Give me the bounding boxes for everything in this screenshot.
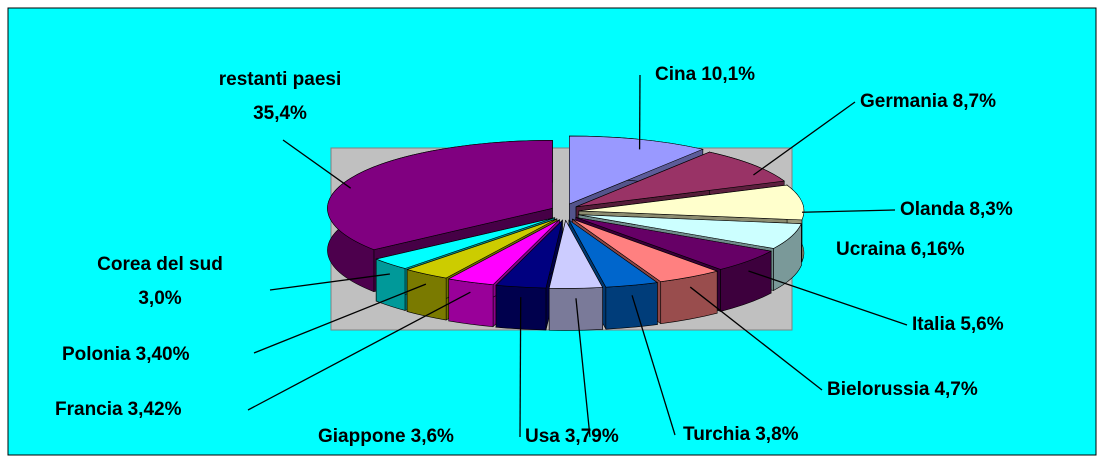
- slice: [568, 219, 659, 288]
- slice: [375, 217, 555, 269]
- label-name: Usa: [525, 426, 560, 447]
- slice: [406, 218, 557, 279]
- label-name: Turchia: [683, 424, 751, 445]
- slice: [495, 219, 563, 289]
- slice: [578, 184, 805, 221]
- leader-line: [631, 295, 676, 436]
- label-value: 10,1%: [701, 64, 755, 85]
- label-name: Germania: [860, 91, 948, 112]
- label-value: 3,79%: [565, 426, 619, 447]
- data-label: restanti paesi 35,4%: [219, 69, 342, 124]
- slice: [548, 219, 604, 289]
- label-value: 4,7%: [934, 379, 977, 400]
- data-label: Usa 3,79%: [525, 426, 619, 447]
- data-label: Cina 10,1%: [655, 64, 755, 85]
- slice: [447, 219, 560, 285]
- data-label: Corea del sud 3,0%: [97, 254, 223, 309]
- label-name: Italia: [912, 314, 956, 335]
- label-value: 5,6%: [960, 314, 1003, 335]
- slice-side: [548, 287, 603, 331]
- data-label: Francia 3,42%: [55, 399, 182, 420]
- slice-side: [605, 282, 658, 330]
- leader-line: [253, 283, 427, 354]
- label-value: 3,8%: [755, 424, 798, 445]
- labels: Cina 10,1%Germania 8,7%Olanda 8,3%Ucraina 6,…: [55, 64, 1013, 447]
- data-label: Turchia 3,8%: [683, 424, 799, 445]
- label-value: 35,4%: [253, 103, 307, 124]
- label-name: Giappone: [318, 426, 406, 447]
- label-name: Ucraina: [836, 239, 906, 260]
- label-name: Bielorussia: [827, 379, 930, 400]
- leader-line: [748, 270, 908, 326]
- slice-side: [448, 278, 494, 328]
- slice: [327, 139, 553, 250]
- leader-line: [269, 273, 390, 291]
- label-name: Cina: [655, 64, 697, 85]
- leader-line: [282, 139, 352, 189]
- slice: [575, 217, 772, 270]
- label-value: 3,0%: [138, 288, 181, 309]
- label-value: 3,6%: [411, 426, 454, 447]
- leader-line: [247, 291, 471, 411]
- label-name: Polonia: [62, 344, 131, 365]
- slice: [575, 151, 785, 208]
- data-label: Italia 5,6%: [912, 314, 1004, 335]
- data-label: Germania 8,7%: [860, 91, 996, 112]
- label-value: 3,40%: [136, 344, 190, 365]
- data-label: Giappone 3,6%: [318, 426, 454, 447]
- slice: [578, 214, 802, 249]
- label-value: 8,7%: [953, 91, 996, 112]
- label-name: Corea del sud: [97, 254, 223, 275]
- leader-line: [519, 297, 522, 438]
- pie: [327, 135, 805, 331]
- data-label: Bielorussia 4,7%: [827, 379, 978, 400]
- leader-line: [575, 298, 591, 438]
- label-name: restanti paesi: [219, 69, 342, 90]
- label-value: 6,16%: [911, 239, 965, 260]
- label-name: Olanda: [900, 199, 965, 220]
- leader-line: [802, 209, 896, 213]
- data-label: Polonia 3,40%: [62, 344, 190, 365]
- leader-line: [689, 286, 823, 391]
- label-value: 3,42%: [128, 399, 182, 420]
- slice: [572, 218, 719, 282]
- leader-line: [753, 101, 856, 176]
- data-label: Ucraina 6,16%: [836, 239, 965, 260]
- data-label: Olanda 8,3%: [900, 199, 1013, 220]
- label-name: Francia: [55, 399, 123, 420]
- label-value: 8,3%: [969, 199, 1012, 220]
